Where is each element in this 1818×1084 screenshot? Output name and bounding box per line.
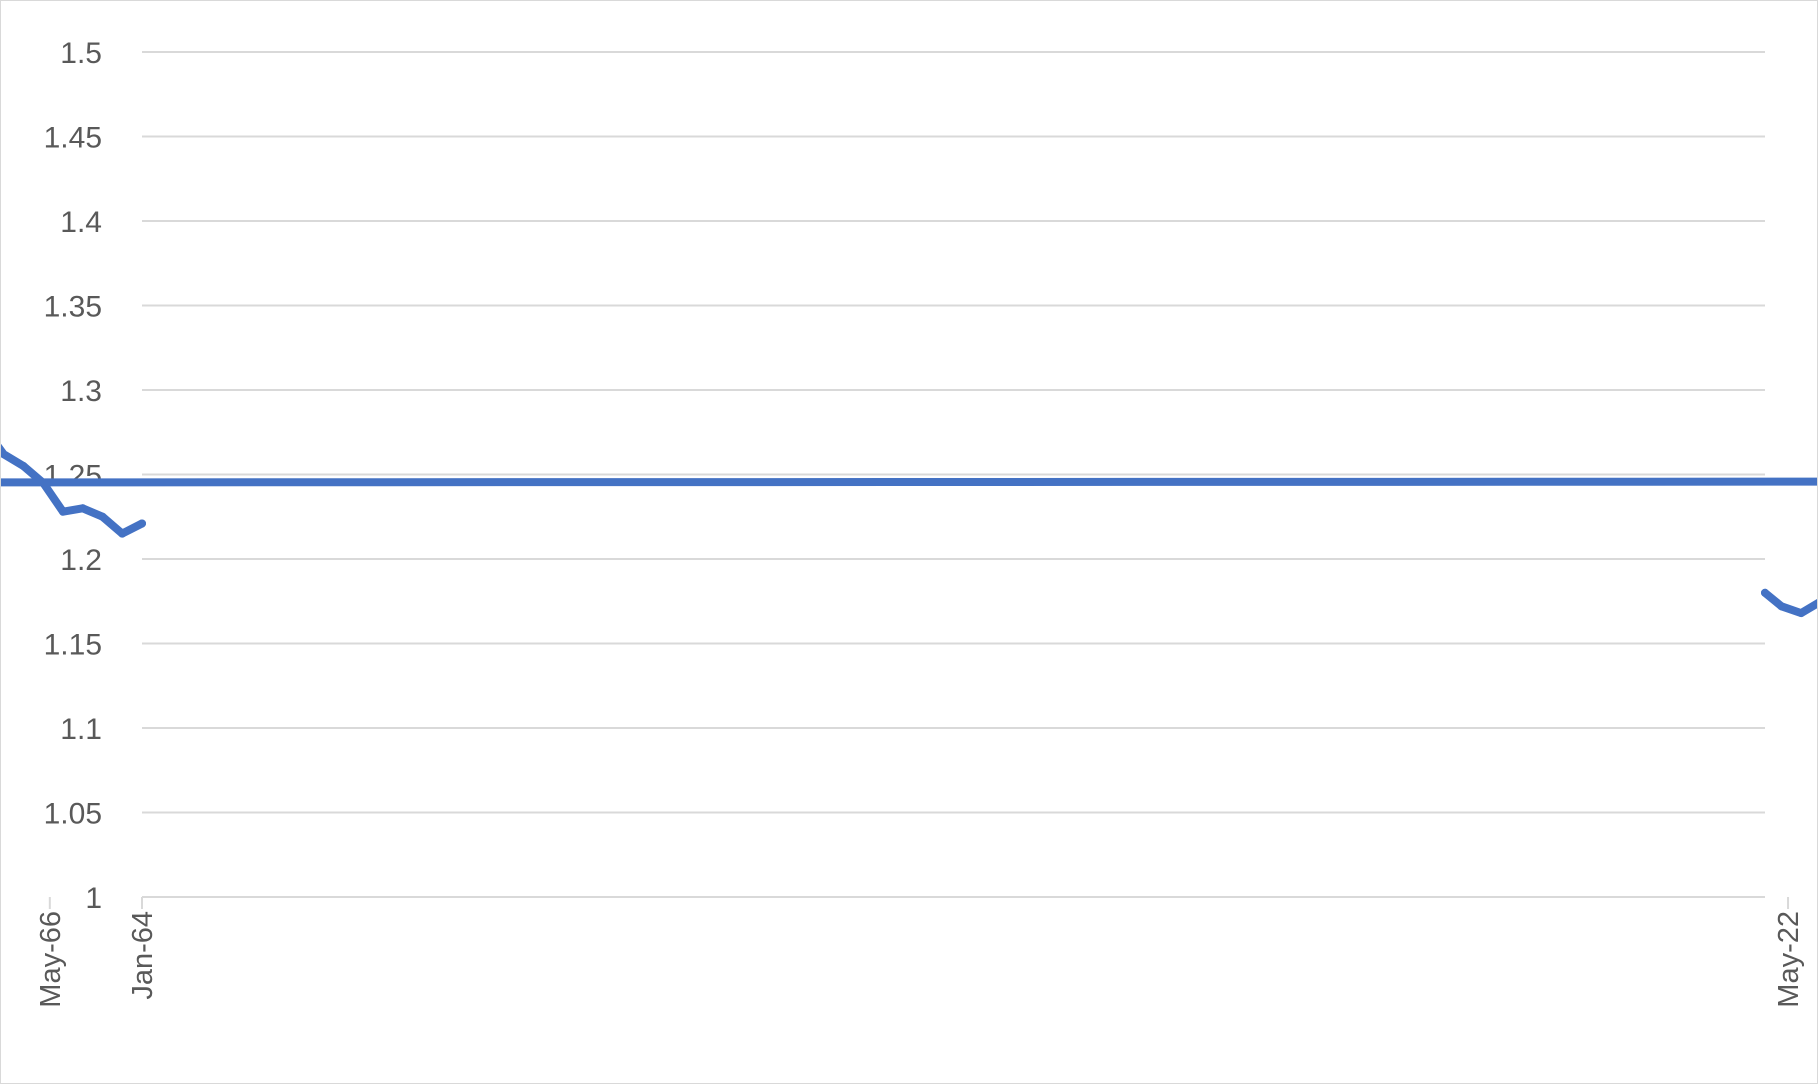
x-tick-label: Jan-64 [127,911,159,1000]
data-point [19,462,28,471]
data-point [1777,602,1786,611]
y-tick-label: 1.45 [44,122,102,155]
y-tick-label: 1.4 [60,206,102,239]
y-tick-label: 1.25 [44,460,102,493]
y-tick-label: 1.05 [44,798,102,831]
x-tick-label: May-66 [35,911,67,1008]
y-tick-label: 1.3 [60,375,102,408]
gridlines [142,51,1765,814]
data-point [98,512,107,521]
series-line [1,443,1817,618]
y-tick-label: 1.1 [60,713,102,746]
y-tick-label: 1.5 [60,37,102,70]
y-tick-label: 1 [85,882,102,915]
data-point [58,507,67,516]
data-point [39,478,48,487]
data-point [118,529,127,538]
x-axis-tick-labels: Jan-64May-66Sep-68Jan-71May-73Sep-75Jan-… [35,911,1805,1008]
data-point [138,519,146,528]
y-tick-label: 1.15 [44,629,102,662]
x-axis [48,896,1790,909]
y-tick-label: 1.2 [60,544,102,577]
data-point [1797,609,1806,618]
data-point [1761,588,1769,597]
series-layer [1,443,1817,618]
y-axis-tick-labels: 1 1.05 1.1 1.15 1.2 1.25 1.3 1.35 1.4 1.45 1.5 [44,37,102,915]
data-point [78,504,87,513]
data-point [1,450,8,459]
y-tick-label: 1.35 [44,291,102,324]
x-tick-label: May-22 [1773,911,1805,1008]
